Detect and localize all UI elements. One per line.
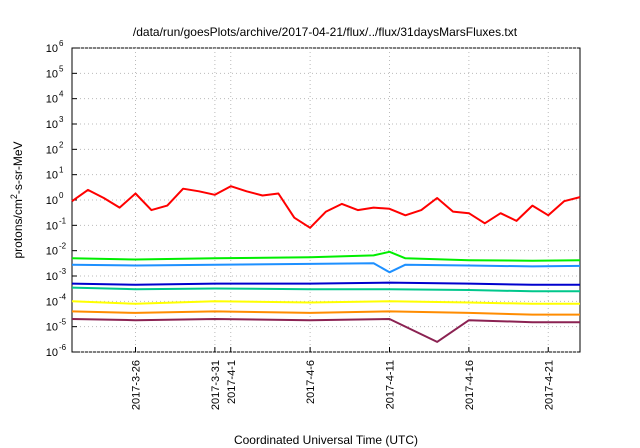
- y-tick-exponent: 4: [59, 90, 64, 99]
- x-axis-label: Coordinated Universal Time (UTC): [234, 433, 418, 447]
- y-tick-exponent: -2: [59, 242, 67, 251]
- y-tick-exponent: 2: [59, 140, 64, 149]
- x-axis: 2017-3-26 2017-3-31 2017-4-1 2017-4-6 2017-4…: [131, 347, 555, 410]
- y-tick-label: 10: [46, 220, 58, 232]
- y-tick-exponent: 1: [59, 166, 64, 175]
- series-line: [71, 185, 581, 229]
- y-tick-exponent: 6: [59, 39, 64, 48]
- x-tick-label: 2017-4-16: [464, 360, 476, 410]
- y-tick-exponent: -1: [59, 216, 67, 225]
- y-tick-label: 10: [46, 322, 58, 334]
- y-tick-exponent: 5: [59, 64, 64, 73]
- x-tick-label: 2017-4-21: [543, 360, 555, 410]
- series-line: [71, 262, 581, 274]
- series-line: [71, 310, 580, 316]
- y-tick-label: 10: [46, 94, 58, 106]
- series-line: [71, 286, 580, 293]
- y-tick-exponent: -3: [59, 267, 67, 276]
- x-tick-label: 2017-3-31: [210, 360, 222, 410]
- chart-title: /data/run/goesPlots/archive/2017-04-21/f…: [133, 25, 518, 39]
- y-axis-label: protons/cm2-s-sr-MeV: [9, 141, 25, 258]
- series-line: [71, 300, 580, 305]
- x-tick-label: 2017-3-26: [131, 360, 143, 410]
- y-tick-label: 10: [46, 195, 58, 207]
- y-tick-exponent: -5: [59, 318, 67, 327]
- y-tick-label: 10: [46, 296, 58, 308]
- grid: [72, 47, 580, 353]
- series-line: [71, 281, 580, 286]
- y-tick-exponent: 0: [59, 191, 64, 200]
- y-tick-exponent: 3: [59, 115, 64, 124]
- y-tick-label: 10: [46, 170, 58, 182]
- y-tick-label: 10: [46, 119, 58, 131]
- y-tick-exponent: -4: [59, 292, 67, 301]
- series-line: [71, 250, 581, 262]
- y-tick-label: 10: [46, 144, 58, 156]
- y-tick-label: 10: [46, 347, 58, 359]
- y-tick-label: 10: [46, 246, 58, 258]
- x-tick-label: 2017-4-1: [226, 360, 238, 404]
- y-tick-label: 10: [46, 68, 58, 80]
- y-axis: 10 -610 -510 -410 -310 -210 -110 010 110 210 310 41…: [46, 39, 77, 359]
- y-tick-exponent: -6: [59, 343, 67, 352]
- x-tick-label: 2017-4-11: [385, 360, 397, 409]
- y-tick-label: 10: [46, 271, 58, 283]
- y-tick-label: 10: [46, 43, 58, 55]
- x-tick-label: 2017-4-6: [305, 360, 317, 404]
- series-line: [71, 318, 580, 343]
- series-group: [71, 185, 581, 343]
